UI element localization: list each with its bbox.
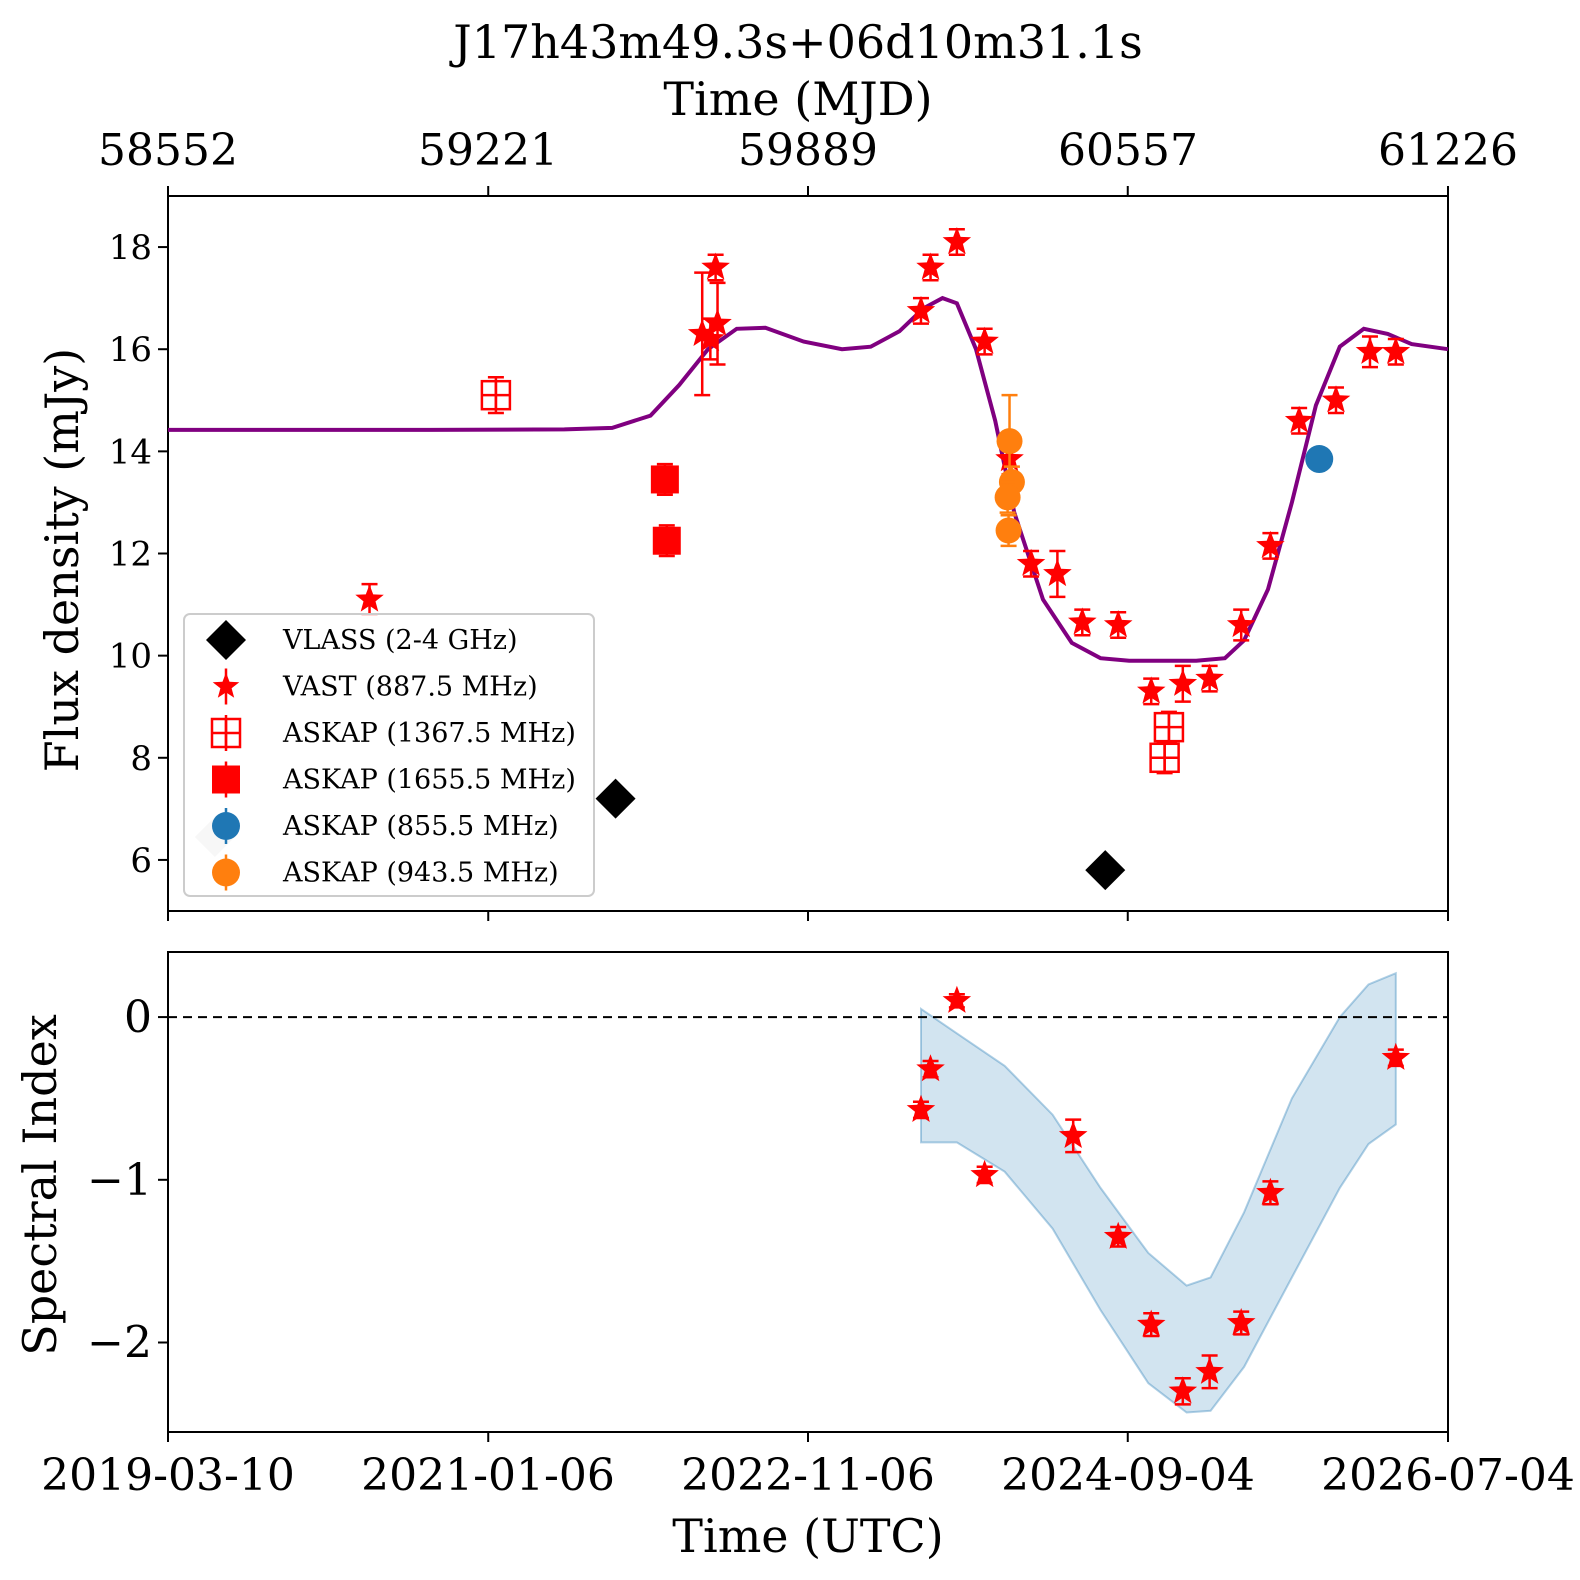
x-axis-tick-label: 2026-07-04: [1321, 1450, 1575, 1501]
vlass-marker: [595, 778, 636, 819]
vast-marker: [1226, 1308, 1256, 1336]
legend-label: VLASS (2-4 GHz): [282, 625, 518, 656]
askap-1655-marker: [212, 765, 240, 794]
vast-marker: [1226, 610, 1256, 638]
vast-marker: [696, 324, 725, 352]
y-tick-label: 8: [130, 739, 152, 779]
askap-circle-marker: [996, 428, 1023, 455]
vast-marker: [942, 227, 972, 255]
vast-marker: [906, 295, 936, 323]
vast-marker: [1195, 1356, 1224, 1384]
legend-label: VAST (887.5 MHz): [282, 672, 538, 703]
confidence-band: [920, 971, 1397, 1414]
askap-circle-marker: [995, 517, 1022, 544]
legend-label: ASKAP (855.5 MHz): [282, 811, 559, 842]
vast-marker: [970, 1159, 999, 1188]
askap-circle-marker: [212, 812, 240, 840]
vast-marker: [1058, 1120, 1088, 1148]
vlass-marker: [206, 620, 246, 660]
y-tick-label: 12: [109, 535, 152, 575]
vast-marker: [1256, 530, 1285, 558]
flux-y-axis-label: Flux density (mJy): [35, 348, 89, 772]
legend-label: ASKAP (1367.5 MHz): [282, 718, 576, 749]
y-tick-label: 6: [130, 841, 152, 881]
y-tick-label: 14: [109, 432, 152, 472]
vast-marker: [355, 584, 384, 612]
vast-marker: [1195, 663, 1224, 691]
y-tick-label: 0: [124, 992, 152, 1043]
top-axis-tick-label: 58552: [98, 125, 238, 176]
vast-marker: [1355, 336, 1385, 364]
x-axis-tick-label: 2021-01-06: [361, 1450, 615, 1501]
y-tick-label: 16: [109, 330, 152, 370]
top-axis-label: Time (MJD): [663, 72, 932, 126]
vast-marker: [1043, 558, 1072, 587]
vast-marker: [1137, 1309, 1166, 1337]
x-axis-tick-label: 2022-11-06: [681, 1450, 935, 1501]
vlass-marker: [1085, 850, 1126, 891]
vast-marker: [701, 252, 730, 280]
vast-marker: [1168, 668, 1198, 696]
vast-marker: [703, 308, 732, 336]
spectral-index-panel: 0 −1 −2: [87, 951, 1449, 1442]
vast-marker: [1103, 610, 1133, 638]
askap-1655-marker: [652, 526, 681, 555]
y-tick-label: 10: [109, 637, 152, 677]
x-axis-label: Time (UTC): [672, 1509, 943, 1563]
x-axis-tick-label: 2024-09-04: [1001, 1450, 1255, 1501]
vast-marker: [1321, 385, 1351, 413]
legend-label: ASKAP (1655.5 MHz): [282, 765, 576, 796]
vast-marker: [1103, 1221, 1133, 1249]
vast-marker: [1068, 607, 1097, 635]
vast-marker: [212, 672, 240, 698]
vast-marker: [1381, 336, 1411, 364]
model-curve: [168, 295, 1449, 663]
spectral-y-axis-label: Spectral Index: [13, 1014, 67, 1356]
vast-marker: [942, 985, 972, 1013]
vast-marker: [970, 326, 999, 354]
chart-title: J17h43m49.3s+06d10m31.1s: [449, 15, 1142, 69]
vast-marker: [1137, 676, 1166, 704]
y-tick-label: −1: [87, 1155, 152, 1206]
askap-circle-marker: [994, 484, 1021, 511]
askap-1655-marker: [650, 465, 679, 494]
legend-label: ASKAP (943.5 MHz): [282, 858, 559, 889]
vast-marker: [916, 1054, 945, 1082]
vast-marker: [1256, 1177, 1285, 1205]
vast-marker: [1284, 405, 1314, 433]
y-tick-label: 18: [109, 228, 152, 268]
askap-circle-marker: [1305, 445, 1334, 474]
vast-marker: [916, 252, 945, 280]
top-axis-tick-label: 59221: [418, 125, 558, 176]
vast-marker: [906, 1094, 936, 1122]
flux-density-panel: 6 8 10 12 14 16 18: [109, 186, 1449, 921]
y-tick-label: −2: [87, 1318, 152, 1369]
vast-marker: [687, 318, 717, 346]
vast-marker: [1381, 1042, 1411, 1070]
legend: VLASS (2-4 GHz) VAST (887.5 MHz) ASKAP (13…: [183, 613, 595, 897]
top-axis-tick-label: 60557: [1058, 125, 1198, 176]
x-axis-tick-label: 2019-03-10: [41, 1450, 295, 1501]
askap-circle-marker: [212, 858, 240, 887]
top-axis-tick-label: 59889: [738, 125, 878, 176]
vast-marker: [1168, 1376, 1198, 1404]
top-axis-tick-label: 61226: [1378, 125, 1518, 176]
legend-box: [183, 613, 595, 897]
vast-marker: [1016, 548, 1046, 576]
